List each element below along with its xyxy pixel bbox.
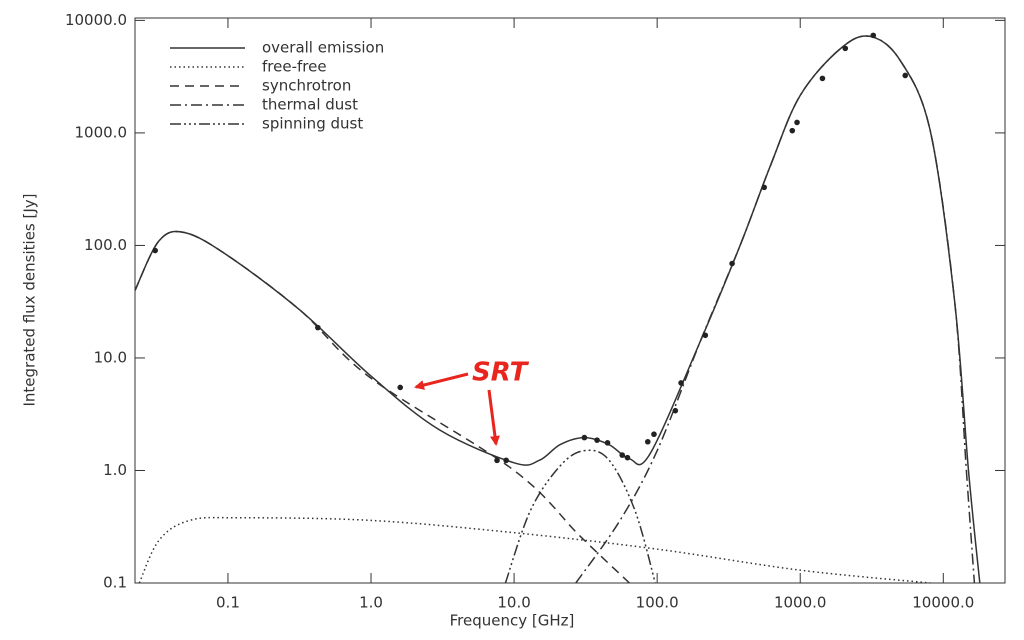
x-tick-label: 100.0 [636, 594, 679, 612]
plot-frame [134, 17, 1006, 584]
data-point [315, 324, 321, 331]
x-tick-label: 1000.0 [774, 594, 827, 612]
data-point [494, 457, 500, 464]
x-tick-label: 10.0 [497, 594, 530, 612]
data-point [794, 119, 800, 126]
data-point [702, 332, 709, 339]
series-line [575, 35, 976, 583]
data-point [594, 437, 600, 443]
legend-label: overall emission [262, 39, 384, 57]
y-tick-label: 0.1 [103, 574, 127, 592]
series-line [135, 230, 630, 583]
y-tick-label: 10000.0 [65, 11, 127, 29]
data-point [503, 457, 509, 464]
data-point [672, 407, 679, 414]
data-point [842, 45, 849, 52]
data-point [761, 184, 767, 191]
x-tick-label: 10000.0 [912, 594, 974, 612]
data-point [644, 438, 651, 445]
y-tick-label: 100.0 [84, 236, 127, 254]
data-point [624, 454, 631, 461]
data-point [581, 434, 588, 441]
legend-label: thermal dust [262, 96, 358, 114]
data-point [902, 72, 909, 79]
data-point [152, 247, 158, 254]
x-tick-label: 1.0 [359, 594, 383, 612]
legend: overall emissionfree-freesynchrotronther… [170, 39, 384, 133]
x-tick-label: 0.1 [216, 594, 240, 612]
data-point [789, 127, 796, 134]
annotation: SRT [472, 358, 530, 388]
data-point [819, 75, 826, 82]
x-axis-label: Frequency [GHz] [450, 612, 575, 630]
legend-label: synchrotron [262, 77, 351, 95]
y-tick-label: 1000.0 [75, 123, 128, 141]
series-line [504, 449, 656, 583]
series-line [138, 516, 931, 583]
data-point [651, 431, 657, 438]
data-point [619, 452, 626, 458]
annotation-arrow [487, 389, 500, 446]
y-axis-label: Integrated flux densities [Jy] [21, 193, 39, 406]
y-tick-label: 10.0 [94, 348, 127, 366]
annotation-arrow [414, 372, 469, 390]
data-point [870, 32, 877, 39]
data-point [678, 380, 684, 386]
data-point [604, 440, 611, 446]
legend-label: spinning dust [262, 115, 363, 133]
y-tick-label: 1.0 [103, 461, 127, 479]
data-point [397, 384, 404, 391]
legend-label: free-free [262, 58, 327, 76]
data-point [729, 260, 735, 267]
